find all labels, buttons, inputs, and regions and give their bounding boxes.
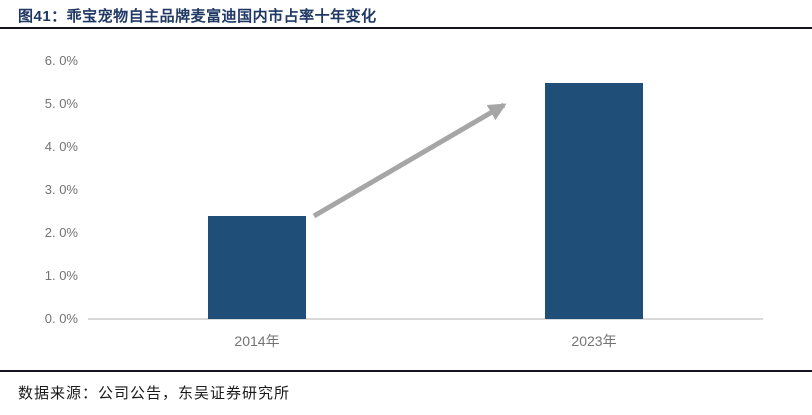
x-axis-label: 2023年	[571, 333, 617, 349]
title-divider	[0, 27, 812, 29]
y-axis-tick-label: 6. 0%	[44, 53, 78, 68]
footer-divider	[0, 370, 812, 372]
y-axis-tick-label: 1. 0%	[44, 268, 78, 283]
y-axis-tick-label: 0. 0%	[44, 311, 78, 326]
y-axis-tick-label: 3. 0%	[44, 182, 78, 197]
y-axis-tick-label: 2. 0%	[44, 225, 78, 240]
y-axis-tick-label: 4. 0%	[44, 139, 78, 154]
chart-title: 图41：乖宝宠物自主品牌麦富迪国内市占率十年变化	[18, 8, 377, 25]
y-axis-tick-label: 5. 0%	[44, 96, 78, 111]
x-axis-line	[88, 318, 763, 320]
data-source-text: 数据来源：公司公告，东吴证券研究所	[18, 386, 291, 402]
bar-2014	[208, 215, 306, 319]
x-axis-label: 2014年	[234, 333, 280, 349]
bar-2023	[545, 82, 643, 319]
